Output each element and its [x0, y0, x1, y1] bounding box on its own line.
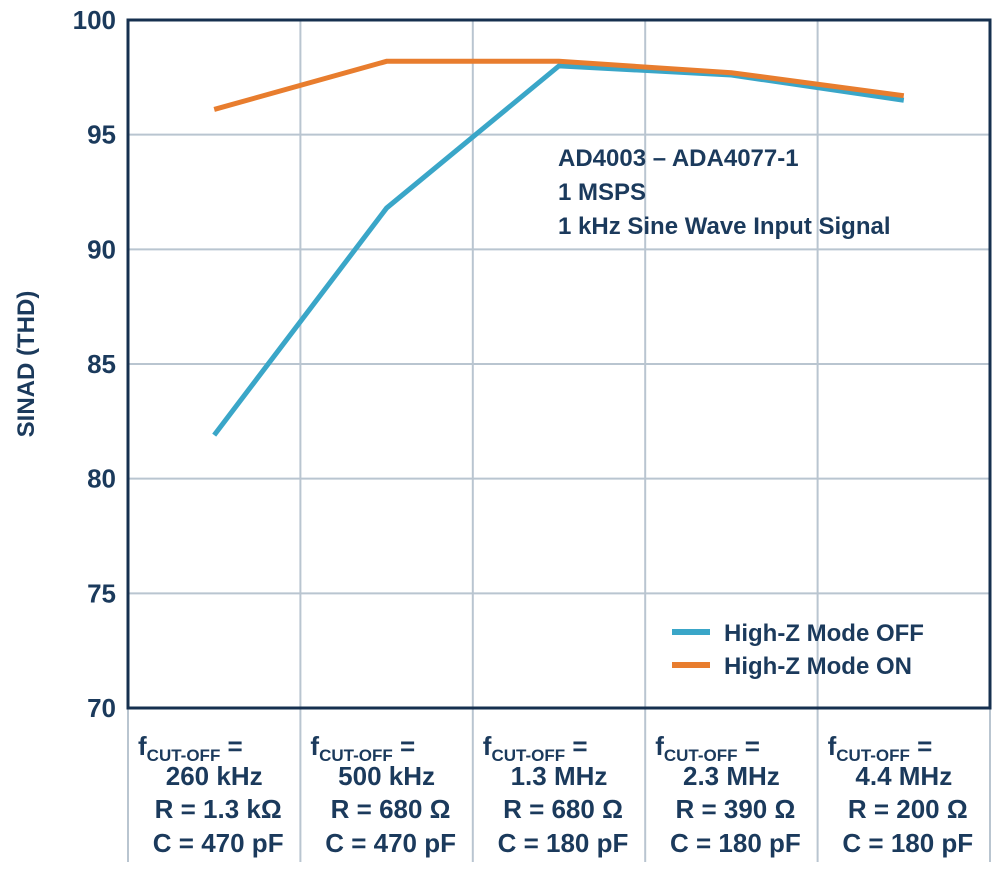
category-frequency: 500 kHz	[338, 761, 435, 791]
category-capacitance: C = 470 pF	[153, 828, 284, 858]
legend-label: High-Z Mode ON	[724, 653, 912, 680]
category-fcutoff-label: fCUT-OFF =	[655, 731, 760, 765]
y-tick-label: 100	[73, 5, 116, 35]
series-line-off	[214, 66, 904, 435]
annotation-line: 1 MSPS	[558, 179, 646, 206]
category-resistance: R = 200 Ω	[848, 794, 968, 824]
category-frequency: 4.4 MHz	[855, 761, 952, 791]
category-fcutoff-label: fCUT-OFF =	[138, 731, 243, 765]
category-resistance: R = 390 Ω	[675, 794, 795, 824]
category-capacitance: C = 180 pF	[498, 828, 629, 858]
category-resistance: R = 1.3 kΩ	[155, 794, 282, 824]
y-tick-label: 95	[87, 120, 116, 150]
category-frequency: 260 kHz	[166, 761, 263, 791]
annotation-line: 1 kHz Sine Wave Input Signal	[558, 213, 891, 240]
legend-label: High-Z Mode OFF	[724, 620, 924, 647]
category-capacitance: C = 180 pF	[842, 828, 973, 858]
category-fcutoff-label: fCUT-OFF =	[828, 731, 933, 765]
y-tick-label: 70	[87, 693, 116, 723]
y-tick-label: 85	[87, 349, 116, 379]
y-tick-label: 90	[87, 234, 116, 264]
y-tick-label: 75	[87, 578, 116, 608]
category-frequency: 1.3 MHz	[511, 761, 608, 791]
category-frequency: 2.3 MHz	[683, 761, 780, 791]
y-axis-label: SINAD (THD)	[13, 291, 40, 438]
y-tick-label: 80	[87, 464, 116, 494]
annotation-line: AD4003 – ADA4077-1	[558, 145, 799, 172]
category-capacitance: C = 470 pF	[325, 828, 456, 858]
category-fcutoff-label: fCUT-OFF =	[483, 731, 588, 765]
category-resistance: R = 680 Ω	[331, 794, 451, 824]
category-resistance: R = 680 Ω	[503, 794, 623, 824]
category-capacitance: C = 180 pF	[670, 828, 801, 858]
category-fcutoff-label: fCUT-OFF =	[310, 731, 415, 765]
